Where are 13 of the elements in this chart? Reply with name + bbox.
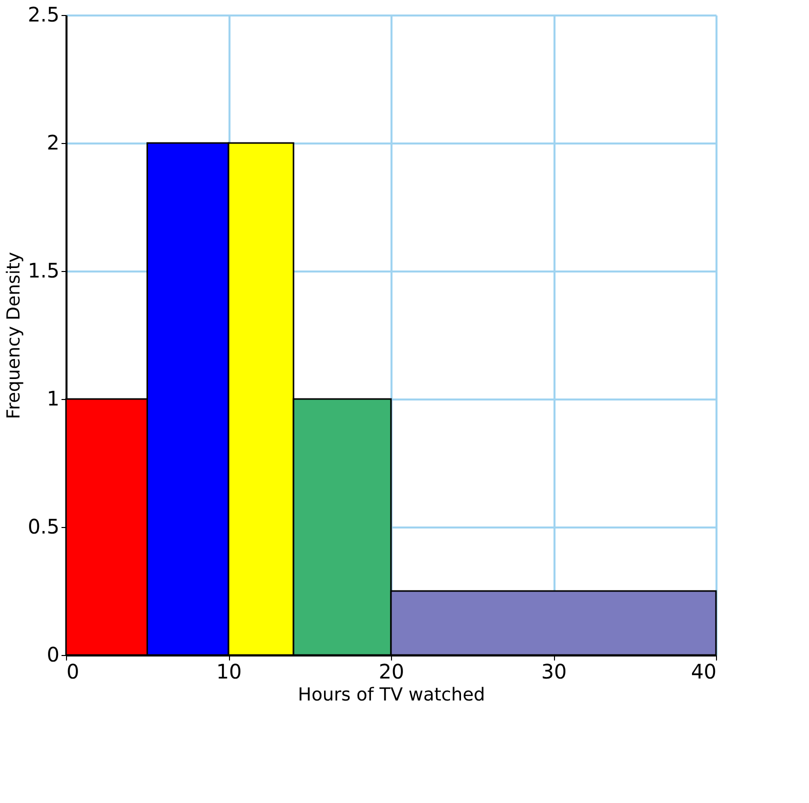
y-tick-label: 1.5 [28, 258, 60, 282]
x-axis-title: Hours of TV watched [298, 684, 486, 706]
x-tick-label: 20 [378, 660, 404, 684]
y-tick-label: 2 [46, 130, 60, 154]
y-tick-label: 0 [46, 642, 60, 666]
y-tick-label: 1 [46, 386, 60, 410]
x-tick-label: 40 [691, 660, 716, 684]
x-tick-label: 0 [66, 660, 80, 684]
x-tick-label: 10 [216, 660, 242, 684]
y-tick-label: 2.5 [28, 2, 60, 26]
y-tick-label: 0.5 [28, 514, 60, 538]
x-tick-label: 30 [541, 660, 567, 684]
y-axis-title: Frequency Density [4, 252, 25, 420]
